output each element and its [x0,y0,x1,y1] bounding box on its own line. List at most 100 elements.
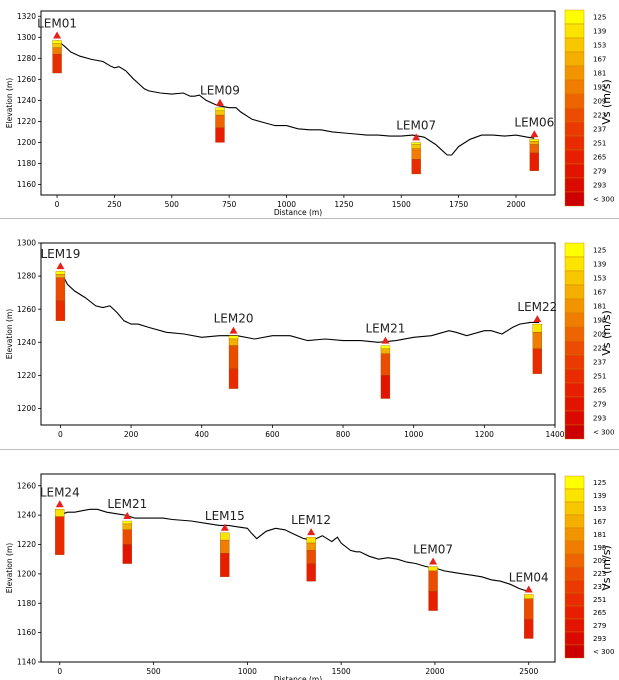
legend-swatch [564,618,585,633]
legend-label: 139 [593,28,606,36]
legend-label: 195 [593,84,606,92]
borehole-lem21: LEM21 [107,497,147,564]
legend-swatch [564,540,585,555]
legend-swatch [564,256,585,272]
borehole-layer [55,516,65,555]
vs-legend: 125 139 153 167 181 195 209 223 237 251 265 279 293 <… [564,475,614,659]
borehole-label: LEM07 [413,543,453,557]
legend-swatch [564,107,585,123]
legend-swatch [564,191,585,207]
borehole-label: LEM01 [37,16,77,30]
x-axis-label: Distance (m) [274,208,322,217]
legend-label: 237 [593,359,606,367]
borehole-layer [220,553,230,577]
legend-label: 293 [593,635,606,643]
legend-label: 195 [593,544,606,552]
legend-label: 293 [593,415,606,423]
legend-label: 237 [593,583,606,591]
borehole-layer [428,591,438,611]
legend-swatch [564,382,585,398]
borehole-lem01: LEM01 [37,16,77,74]
borehole-lem20: LEM20 [214,312,254,389]
borehole-layer [55,509,65,517]
terrain-profile-line [59,508,529,593]
borehole-label: LEM20 [214,312,254,326]
borehole-lem22: LEM22 [517,300,557,374]
legend-swatch [564,527,585,542]
borehole-layer [524,598,534,620]
borehole-layer [122,523,132,530]
legend-swatch [564,23,585,39]
legend-title: Vs (m/s) [600,79,613,125]
legend-swatch [564,65,585,81]
legend-swatch [564,9,585,25]
borehole-lem09: LEM09 [200,84,240,143]
borehole-layer [215,114,225,128]
legend-label: 125 [593,247,606,255]
legend-swatch [564,163,585,179]
borehole-marker [429,557,438,565]
legend-swatch [564,553,585,568]
x-tick-label: 2000 [506,200,525,209]
legend-label: 251 [593,373,606,381]
x-tick-label: 2000 [425,667,444,676]
legend-label: 251 [593,596,606,604]
plot-frame [40,473,556,663]
borehole-layer [529,141,539,145]
borehole-layer [55,274,66,278]
borehole-lem15: LEM15 [205,509,245,577]
x-tick-label: 1000 [277,200,296,209]
legend-swatch [564,340,585,356]
legend-swatch [564,631,585,646]
borehole-label: LEM12 [291,513,331,527]
legend-swatch [564,579,585,594]
borehole-marker [55,500,64,508]
legend-label: 209 [593,98,606,106]
y-tick-label: 1180 [17,599,36,608]
borehole-layer [306,537,316,544]
terrain-profile-line [56,39,535,156]
x-tick-label: 1200 [475,430,494,439]
legend-label: 265 [593,154,606,162]
x-tick-label: 1750 [449,200,468,209]
borehole-layer [529,139,539,142]
y-tick-label: 1220 [17,371,36,380]
legend-swatch [564,270,585,286]
legend-label: < 300 [593,196,614,204]
y-tick-label: 1200 [17,404,36,413]
legend-label: 265 [593,609,606,617]
borehole-label: LEM07 [396,118,436,132]
borehole-layer [228,345,239,369]
borehole-layer [215,127,225,143]
legend-label: 125 [593,479,606,487]
x-tick-label: 2500 [519,667,538,676]
borehole-layer [52,43,62,48]
borehole-layer [228,338,239,346]
legend-swatch [564,488,585,503]
borehole-lem07: LEM07 [396,118,436,175]
borehole-layer [411,148,421,160]
borehole-layer [228,335,239,340]
y-axis-label: Elevation (m) [5,78,14,128]
legend-swatch [564,514,585,529]
x-tick-label: 500 [165,200,180,209]
legend-label: 181 [593,70,606,78]
legend-label: 125 [593,14,606,22]
vs-legend: 125 139 153 167 181 195 209 223 237 251 265 279 293 <… [564,242,614,440]
y-tick-label: 1240 [17,338,36,347]
borehole-layer [52,47,62,55]
y-tick-label: 1320 [17,12,36,21]
x-tick-label: 1000 [238,667,257,676]
profile-chart-3: 0 500 1000 1500 2000 2500 1140 1160 1180 1200 1220… [5,473,614,680]
borehole-layer [532,332,542,350]
y-tick-label: 1240 [17,96,36,105]
borehole-layer [380,353,391,376]
y-tick-label: 1240 [17,511,36,520]
borehole-marker [524,585,533,593]
legend-label: 237 [593,126,606,134]
borehole-lem19: LEM19 [40,247,80,321]
legend-label: 279 [593,622,606,630]
x-tick-label: 500 [146,667,161,676]
borehole-layer [215,110,225,116]
